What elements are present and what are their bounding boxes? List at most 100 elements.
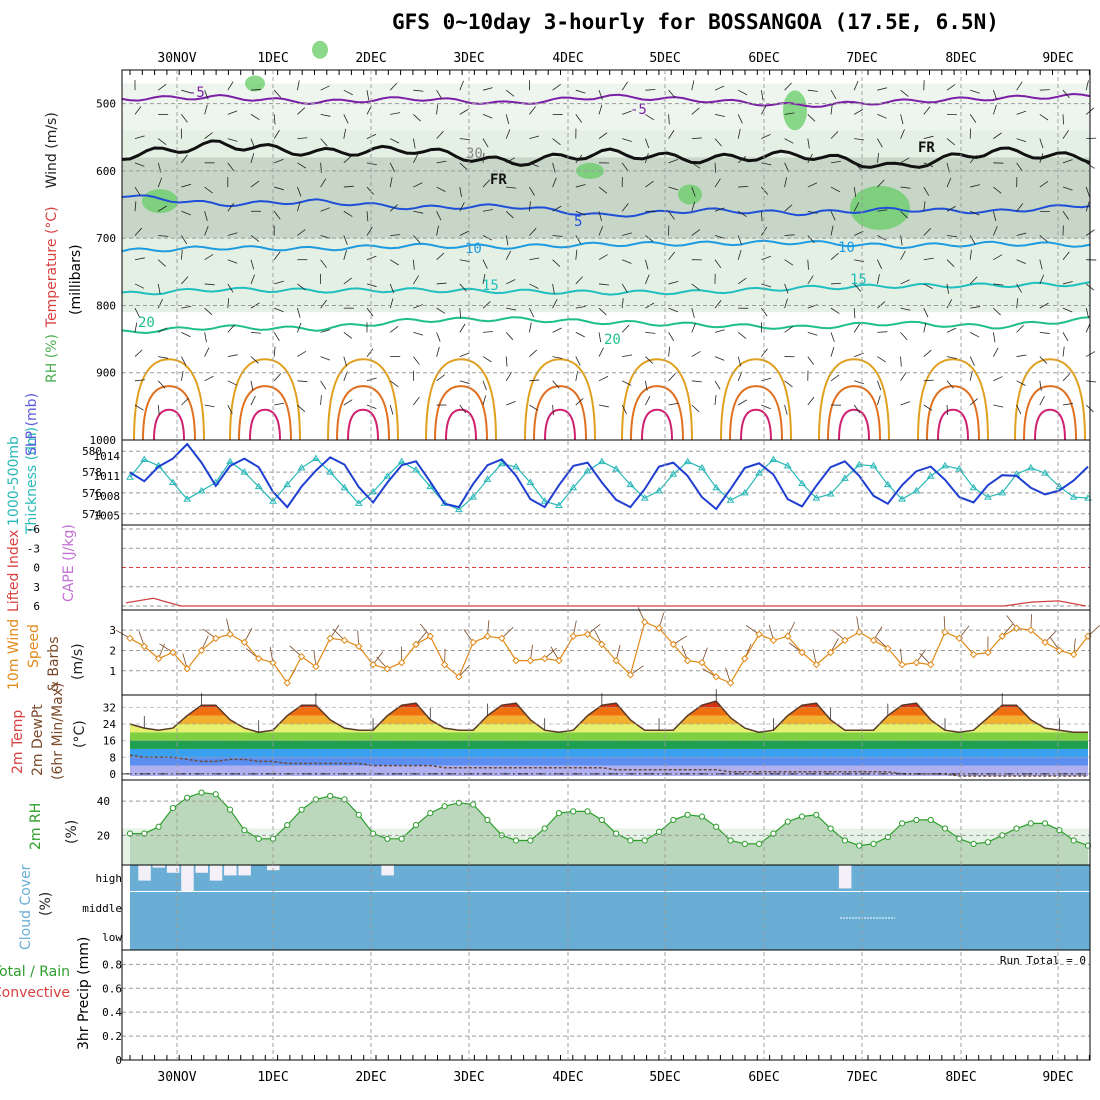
wind-barb xyxy=(946,205,956,212)
wind-barb xyxy=(413,153,419,164)
thickness-point-52 xyxy=(869,461,878,469)
wind-barb xyxy=(1062,159,1073,164)
rh-green-patch-3 xyxy=(678,184,702,205)
rh-green-patch-1 xyxy=(312,40,328,59)
slp-ytick-1005: 1005 xyxy=(94,510,121,523)
wind10-point-42 xyxy=(726,679,735,687)
warm-contour-0-2 xyxy=(153,408,185,441)
wind-barb xyxy=(157,380,166,389)
cloud-gap-8 xyxy=(238,865,251,876)
rh-point-49 xyxy=(827,825,834,832)
wind-barb xyxy=(900,235,903,246)
date-top-3: 3DEC xyxy=(453,51,484,66)
wind-barb xyxy=(227,283,234,293)
wind-barb xyxy=(297,308,301,318)
rh-label-group: 2m RH (%) xyxy=(28,803,80,850)
wind10-point-66 xyxy=(1069,650,1078,659)
wind-barb xyxy=(389,283,395,294)
wind-barb xyxy=(714,85,725,91)
contour-label-1: -5 xyxy=(630,102,647,118)
wind-barb xyxy=(459,259,470,263)
rh-point-64 xyxy=(1042,820,1049,827)
thickness-point-63 xyxy=(1026,463,1035,471)
temp-ylabel-3: (°C) xyxy=(72,720,88,748)
wind-barb xyxy=(181,370,184,381)
wind-barb xyxy=(413,356,420,365)
wind-barb xyxy=(505,356,508,367)
wind-barb xyxy=(877,152,880,163)
rh-point-15 xyxy=(341,796,348,803)
wind-barb xyxy=(1085,308,1090,318)
date-top-8: 8DEC xyxy=(945,51,976,66)
temp-contour-20C xyxy=(121,316,1091,335)
temp-band-1 xyxy=(130,757,1088,766)
dewpoint-line xyxy=(129,754,1088,777)
cloud-area xyxy=(130,865,1090,950)
wind-barb xyxy=(552,138,561,146)
wind-barb xyxy=(714,138,722,147)
wind10-point-53 xyxy=(884,644,892,653)
wind-barb xyxy=(1016,404,1022,415)
thickness-point-44 xyxy=(755,469,764,476)
li-ylabel-1: CAPE (J/kg) xyxy=(61,524,77,602)
thickness-point-48 xyxy=(812,494,821,501)
contour-label-8: 20 xyxy=(138,315,155,331)
rh-point-14 xyxy=(327,792,334,800)
wind-barb xyxy=(181,114,188,123)
wind10-point-61 xyxy=(998,632,1006,640)
precip-label-group: 3hr Precip (mm) xyxy=(76,937,92,1050)
wind-barb xyxy=(227,259,238,264)
upper-ylabel-0: RH (%) xyxy=(44,334,60,383)
wind-barb xyxy=(877,114,887,119)
wind-barb xyxy=(390,112,401,115)
cloud-gap-10 xyxy=(266,865,280,871)
wind-ylabel-3: (m/s) xyxy=(70,643,86,680)
wind-barb xyxy=(900,401,911,406)
warm-contour-5-2 xyxy=(641,408,673,441)
wind-barb xyxy=(250,153,255,163)
wind-barb xyxy=(714,356,725,361)
page-title: GFS 0~10day 3-hourly for BOSSANGOA (17.5… xyxy=(392,10,999,34)
wind-barb xyxy=(273,89,282,98)
wind-barb xyxy=(691,162,701,169)
wind-barb xyxy=(993,347,999,357)
wind-barb xyxy=(529,322,532,333)
wind-barb xyxy=(529,135,540,140)
wind-barb xyxy=(621,162,629,172)
wind-barb xyxy=(181,276,189,285)
wind-barb xyxy=(1016,110,1027,115)
wind-barb xyxy=(297,80,300,91)
wind-barb xyxy=(993,132,1002,139)
wind-barb xyxy=(134,257,145,261)
rh-point-3 xyxy=(169,804,176,812)
wind-barb xyxy=(853,283,862,292)
date-bottom-1: 1DEC xyxy=(257,1070,288,1085)
wind-barb xyxy=(738,185,749,188)
wind-barb xyxy=(714,178,721,188)
wind-barb xyxy=(993,226,998,236)
wind-barb xyxy=(1039,180,1049,188)
wind-barb xyxy=(668,89,676,98)
wind-barb xyxy=(181,305,192,309)
thickness-point-7 xyxy=(226,457,234,465)
wind-barb xyxy=(552,83,561,91)
wind-barb xyxy=(413,114,421,122)
wind-barb xyxy=(784,298,788,309)
cloud-gap-4 xyxy=(181,865,194,891)
temp-band-2 xyxy=(130,748,1088,758)
wind-barb xyxy=(273,251,281,260)
wind-barb xyxy=(877,395,881,406)
wind-barb xyxy=(436,186,446,192)
wind-barb xyxy=(738,89,748,96)
wind-barb xyxy=(1016,203,1024,212)
warm-contour-7-0 xyxy=(818,358,890,441)
wind-barb xyxy=(320,380,327,390)
wind10-barb-24 xyxy=(463,629,474,643)
wind-barb xyxy=(830,225,834,236)
wind-barb xyxy=(552,299,558,309)
wind-barb xyxy=(807,210,818,214)
wind10-barb-55 xyxy=(916,649,926,663)
date-top-6: 6DEC xyxy=(748,51,779,66)
warm-contour-7-2 xyxy=(838,408,870,441)
